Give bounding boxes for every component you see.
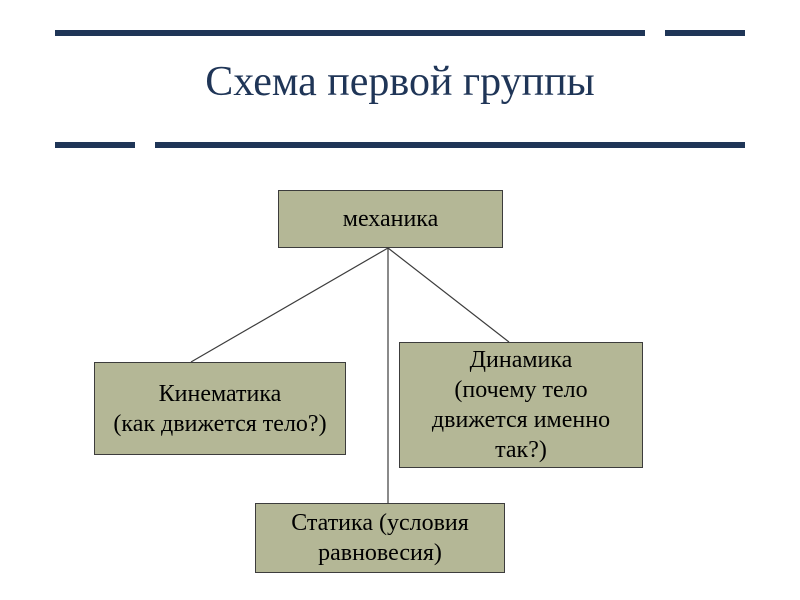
node-statics: Статика (условияравновесия) (255, 503, 505, 573)
node-root-label: механика (343, 204, 439, 234)
node-kinematics: Кинематика(как движется тело?) (94, 362, 346, 455)
node-kinematics-label: Кинематика(как движется тело?) (113, 379, 326, 439)
decorative-rule-bottom-left (55, 142, 135, 148)
decorative-rule-top-right (665, 30, 745, 36)
page-title: Схема первой группы (0, 58, 800, 106)
node-dynamics: Динамика(почему телодвижется именнотак?) (399, 342, 643, 468)
node-statics-label: Статика (условияравновесия) (291, 508, 469, 568)
node-root: механика (278, 190, 503, 248)
decorative-rule-bottom-right (155, 142, 745, 148)
node-dynamics-label: Динамика(почему телодвижется именнотак?) (432, 345, 610, 465)
decorative-rule-top-left (55, 30, 645, 36)
